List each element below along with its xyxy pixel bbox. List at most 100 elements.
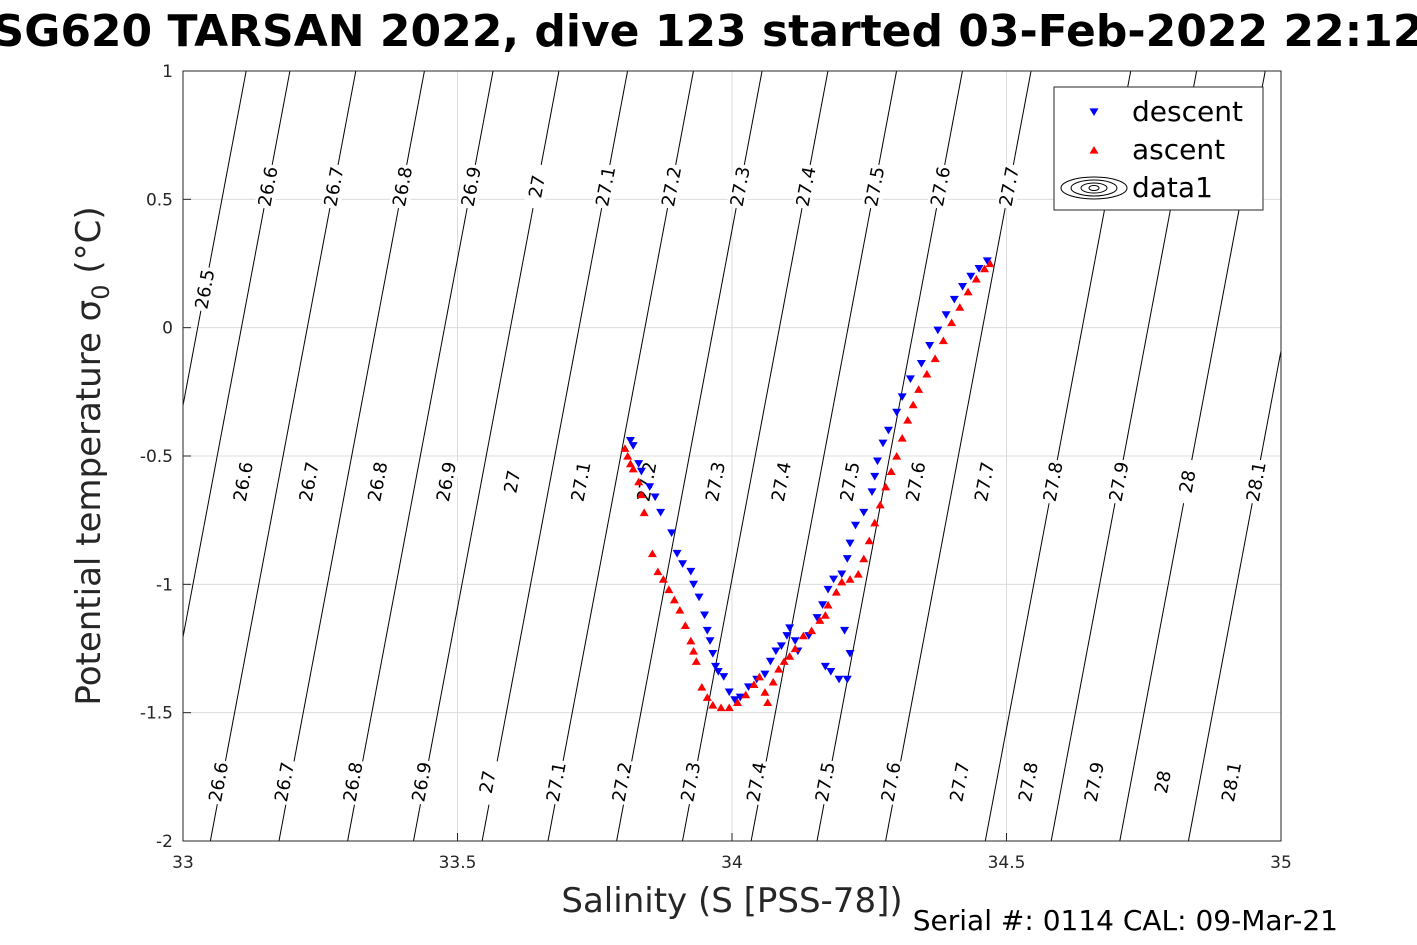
isopycnal-label-background (995, 163, 1024, 210)
ascent-point (754, 672, 764, 681)
descent-point (645, 483, 655, 491)
legend-entries: descent ascent data1 (1060, 95, 1243, 204)
isopycnal-label-background (191, 265, 219, 313)
descent-point (845, 539, 855, 548)
descent-point (905, 375, 915, 384)
ascent-series (620, 259, 995, 712)
descent-point (700, 611, 710, 620)
ascent-point (947, 318, 957, 327)
isopycnal-label-background (811, 758, 840, 806)
ascent-point (689, 647, 699, 655)
legend-marker-descent (1089, 108, 1099, 117)
descent-point (686, 567, 696, 576)
ascent-point (653, 567, 663, 576)
ascent-point (820, 611, 830, 619)
isopycnal-label-background (1080, 758, 1109, 806)
y-axis-label-unit: (°C) (69, 206, 109, 284)
descent-point (851, 521, 861, 530)
x-tick-label: 35 (1270, 853, 1292, 873)
descent-point (837, 570, 847, 579)
ascent-point (768, 677, 778, 686)
ascent-point (785, 652, 795, 660)
y-axis-label-main: Potential temperature σ (69, 300, 109, 706)
descent-point (872, 457, 882, 466)
ascent-point (628, 464, 638, 473)
descent-point (966, 272, 976, 281)
y-tick-label: -0.5 (140, 447, 173, 467)
ascent-point (837, 577, 847, 586)
descent-point (883, 426, 893, 435)
isopycnal-label-background (388, 163, 417, 210)
isopycnal-label-background (1014, 758, 1043, 806)
isopycnal-label-background (726, 163, 755, 210)
descent-point (941, 311, 951, 319)
isopycnal-label-background (1039, 458, 1068, 506)
isopycnal-label: 28 (1176, 469, 1201, 495)
descent-point (870, 472, 880, 481)
descent-point (689, 580, 699, 589)
descent-point (730, 696, 740, 704)
y-tick-label: -2 (156, 832, 173, 852)
isopycnal-label-background (945, 758, 974, 806)
ascent-point (634, 477, 644, 486)
ascent-point (875, 500, 885, 509)
descent-point (656, 508, 666, 517)
descent-point (776, 642, 786, 650)
ascent-point (680, 621, 690, 629)
serial-calibration-footer: Serial #: 0114 CAL: 09-Mar-21 (913, 904, 1338, 937)
ascent-point (886, 467, 896, 475)
descent-point (765, 657, 775, 666)
ascent-point (647, 549, 657, 558)
ascent-point (749, 680, 759, 689)
isopycnal-label-background (767, 458, 796, 506)
isopycnal-label-background (363, 458, 392, 506)
ascent-point (892, 451, 902, 460)
isopycnal-label-background (457, 163, 486, 210)
isopycnal-label-background (970, 458, 999, 506)
ascent-point (922, 369, 932, 378)
isopycnal-label-background (1173, 458, 1202, 506)
descent-point (892, 408, 902, 417)
isopycnal-label-background (523, 163, 552, 210)
ascent-point (908, 400, 918, 409)
ascent-point (639, 508, 649, 517)
ascent-point (669, 595, 679, 604)
isopycnal-label-background (229, 458, 258, 506)
ascent-point (774, 664, 784, 673)
descent-point (840, 626, 850, 635)
y-tick-label: 1 (162, 62, 173, 82)
isopycnal-label-background (860, 163, 889, 210)
descent-point (834, 675, 844, 684)
ascent-point (760, 688, 770, 696)
ascent-point (938, 336, 948, 345)
legend-contour-icon (1070, 179, 1118, 197)
descent-point (672, 549, 682, 558)
ascent-point (870, 518, 880, 527)
legend-marker-ascent (1089, 145, 1099, 154)
isopycnal-label-background (1217, 758, 1246, 806)
descent-point (782, 632, 792, 640)
axis-ticks: 33 33.5 34 34.5 35 -2 -1.5 -1 -0.5 0 0.5 1 (140, 62, 1292, 873)
descent-point (708, 650, 718, 658)
isopycnal-label-background (1242, 458, 1271, 506)
descent-point (820, 662, 830, 671)
isopycnal-label: 27 (500, 469, 525, 495)
isopycnal-label-background (742, 758, 771, 806)
descent-point (823, 585, 833, 594)
ascent-point (845, 575, 855, 583)
ascent-point (930, 354, 940, 363)
ascent-point (985, 259, 995, 268)
ascent-point (716, 703, 726, 712)
isopycnal-label-background (204, 758, 233, 806)
isopycnal-label-background (877, 758, 906, 806)
ascent-point (914, 385, 924, 393)
ascent-point (980, 264, 990, 273)
descent-point (818, 601, 828, 609)
ascent-point (724, 703, 734, 712)
isopycnal-label: 27 (476, 769, 501, 795)
legend-entry-ascent: ascent (1089, 133, 1225, 166)
ascent-point (823, 600, 833, 609)
isopycnal-label-background (902, 458, 930, 506)
ascent-point (779, 657, 789, 665)
